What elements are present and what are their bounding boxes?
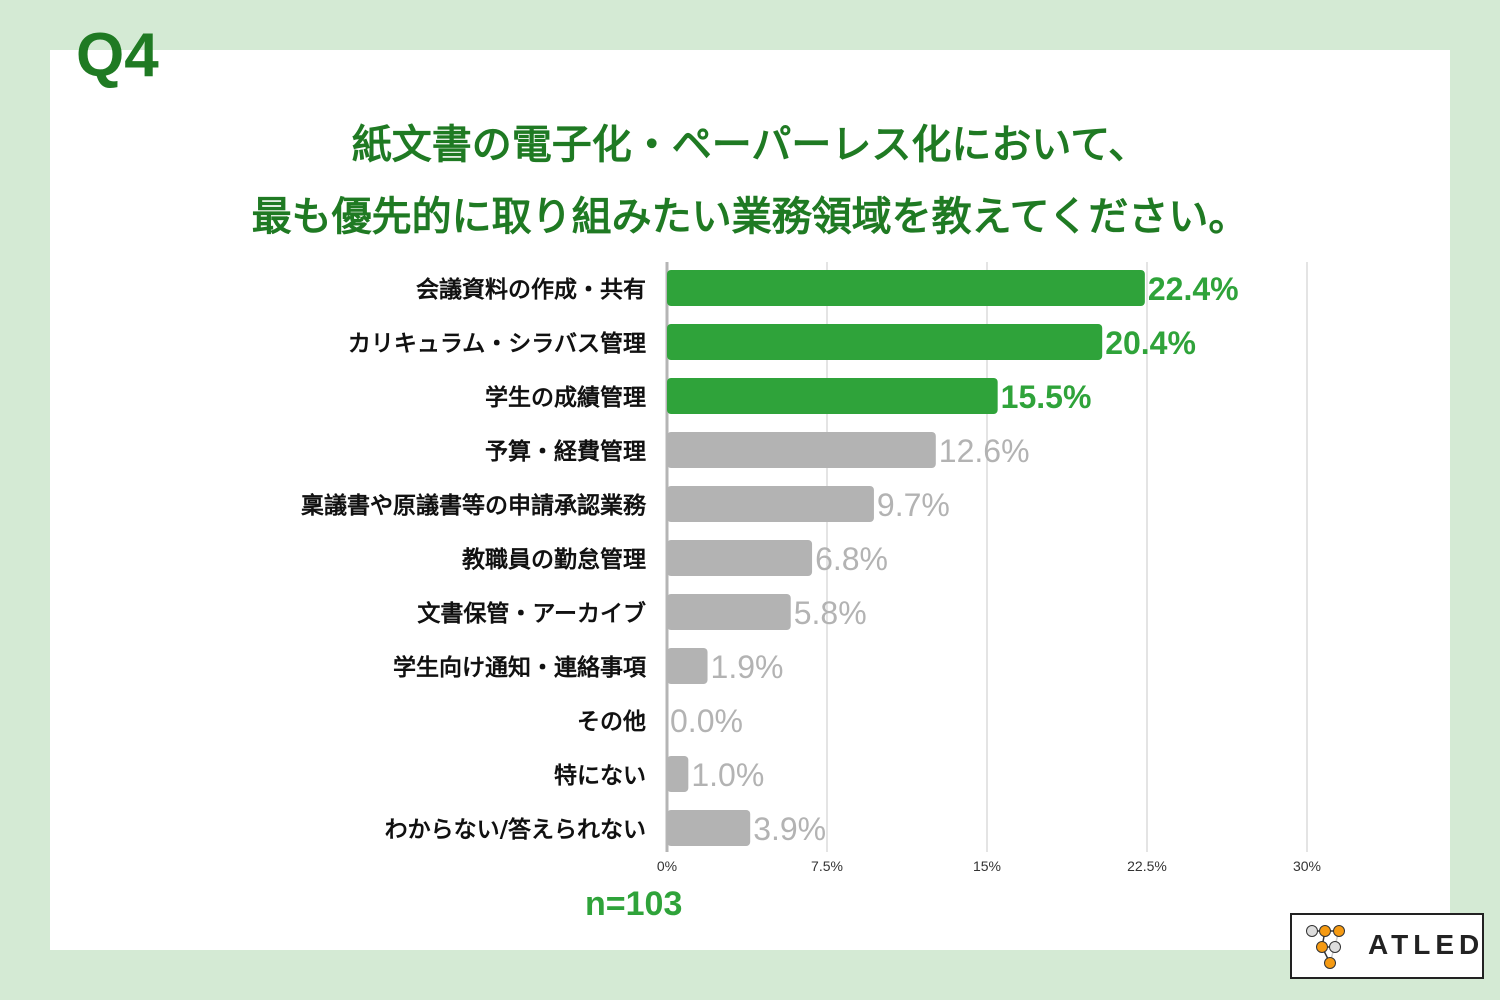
x-tick-label: 22.5% (1127, 858, 1167, 874)
category-label: わからない/答えられない (385, 816, 646, 843)
category-label: 会議資料の作成・共有 (416, 276, 646, 303)
bar (667, 270, 1145, 306)
x-tick-label: 15% (973, 858, 1001, 874)
data-label: 6.8% (815, 541, 888, 577)
data-label: 1.0% (691, 757, 764, 793)
bar (667, 432, 936, 468)
logo-text: ATLED (1368, 929, 1485, 960)
x-tick-label: 30% (1293, 858, 1321, 874)
x-tick-label: 7.5% (811, 858, 843, 874)
x-tick-label: 0% (657, 858, 677, 874)
data-label: 12.6% (939, 433, 1030, 469)
question-number: Q4 (76, 21, 159, 90)
data-label: 1.9% (711, 649, 784, 685)
bar (667, 378, 998, 414)
bar (667, 756, 689, 792)
bar (667, 594, 791, 630)
data-label: 22.4% (1148, 271, 1239, 307)
data-label: 0.0% (670, 703, 743, 739)
category-label: 学生の成績管理 (485, 384, 646, 411)
chart-title-line-1: 紙文書の電子化・ペーパーレス化において、 (351, 122, 1149, 168)
category-label: その他 (577, 709, 646, 735)
category-label: 予算・経費管理 (485, 438, 646, 465)
category-label: 文書保管・アーカイブ (417, 600, 646, 627)
category-label: カリキュラム・シラバス管理 (348, 330, 646, 357)
category-label: 特にない (554, 763, 646, 789)
category-label: 教職員の勤怠管理 (462, 546, 646, 573)
chart-title-line-2: 最も優先的に取り組みたい業務領域を教えてください。 (251, 194, 1249, 240)
atled-logo: ATLED (1290, 913, 1484, 979)
bar (667, 810, 751, 846)
bar (667, 486, 874, 522)
category-label: 学生向け通知・連絡事項 (393, 654, 647, 681)
data-label: 20.4% (1105, 325, 1196, 361)
sample-size: n=103 (585, 885, 683, 923)
bar (667, 648, 708, 684)
bar (667, 540, 813, 576)
data-label: 3.9% (753, 811, 826, 847)
bar (667, 324, 1103, 360)
data-label: 5.8% (794, 595, 867, 631)
data-label: 15.5% (1001, 379, 1092, 415)
data-label: 9.7% (877, 487, 950, 523)
logo-network-icon (1306, 925, 1345, 969)
category-label: 稟議書や原議書等の申請承認業務 (301, 492, 647, 519)
